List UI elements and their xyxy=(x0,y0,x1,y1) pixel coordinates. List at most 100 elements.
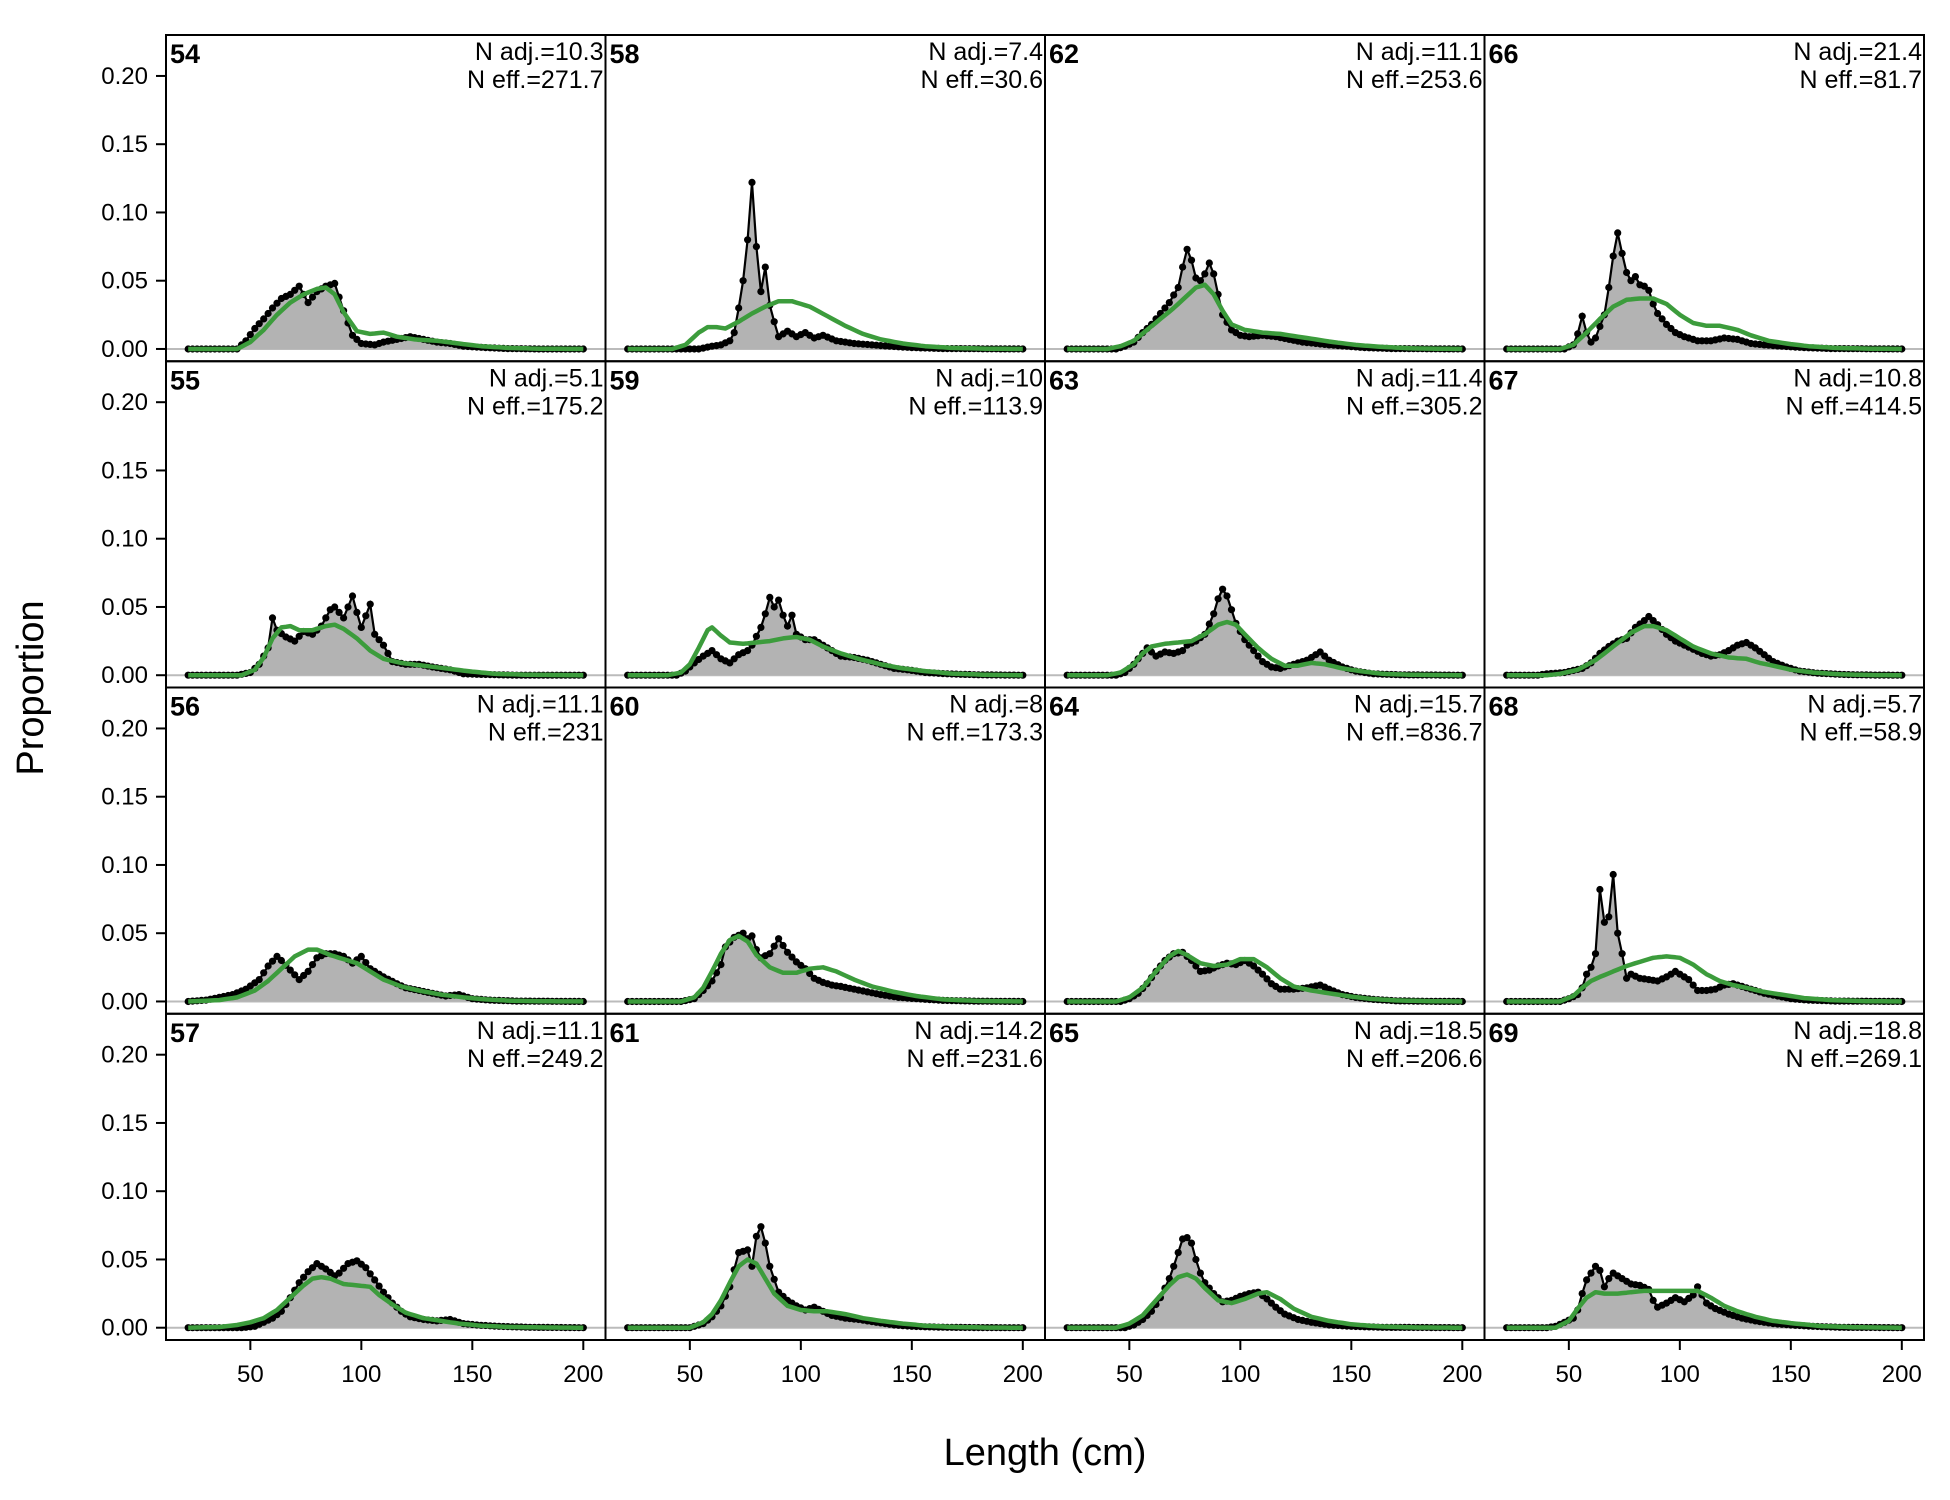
observed-point xyxy=(1609,870,1617,879)
observed-point xyxy=(335,608,343,617)
observed-point xyxy=(277,956,285,965)
observed-point xyxy=(730,329,738,337)
observed-point xyxy=(752,243,761,251)
expected-line xyxy=(1067,619,1463,678)
panel-id-label: 63 xyxy=(1049,365,1079,395)
observed-point xyxy=(362,1264,370,1272)
x-tick-label: 50 xyxy=(1555,1361,1582,1388)
x-tick-label: 50 xyxy=(1116,1361,1143,1388)
observed-point xyxy=(260,969,268,977)
observed-point xyxy=(1183,245,1191,253)
observed-point xyxy=(770,318,778,326)
observed-point xyxy=(1201,270,1209,278)
observed-point xyxy=(806,969,814,978)
observed-point xyxy=(357,623,365,632)
observed-point xyxy=(1649,300,1657,308)
expected-line xyxy=(1506,954,1902,1004)
observed-point xyxy=(340,614,348,622)
observed-point xyxy=(1161,304,1169,312)
observed-point xyxy=(1179,263,1187,271)
n-eff-label: N eff.=173.3 xyxy=(907,719,1043,747)
panel-id-label: 67 xyxy=(1489,365,1519,395)
n-adj-label: N adj.=11.4 xyxy=(1356,364,1483,392)
expected-line xyxy=(627,298,1023,352)
observed-point xyxy=(291,971,299,979)
observed-area xyxy=(627,597,1023,676)
x-tick-label: 200 xyxy=(1882,1361,1922,1388)
observed-point xyxy=(268,957,277,965)
panel-57: 57 N adj.=11.1N eff.=249.2 xyxy=(165,1012,607,1341)
observed-point xyxy=(295,282,303,290)
panel-60: 60 N adj.=8N eff.=173.3 xyxy=(604,686,1046,1015)
observed-point xyxy=(322,614,330,622)
panel-61: 61 N adj.=14.2N eff.=231.6 xyxy=(604,1012,1046,1341)
expected-line xyxy=(627,933,1023,1004)
observed-points xyxy=(624,1223,1027,1332)
expected-line xyxy=(188,947,584,1004)
n-eff-label: N eff.=113.9 xyxy=(908,392,1043,420)
observed-point xyxy=(1258,970,1267,978)
observed-point xyxy=(1658,315,1666,323)
panel-56: 56 N adj.=11.1N eff.=231 xyxy=(165,686,607,1015)
x-tick-label: 100 xyxy=(1220,1361,1260,1388)
y-tick-label: 0.05 xyxy=(101,268,148,295)
observed-point xyxy=(1263,975,1271,983)
observed-point xyxy=(1205,259,1213,267)
observed-point xyxy=(1183,1234,1191,1242)
observed-point xyxy=(1578,1290,1586,1298)
observed-point xyxy=(255,976,263,984)
panel-63: 63 N adj.=11.4N eff.=305.2 xyxy=(1044,360,1486,689)
observed-point xyxy=(1165,299,1173,307)
observed-point xyxy=(766,593,774,602)
observed-point xyxy=(1205,620,1213,628)
observed-point xyxy=(1618,249,1626,257)
n-eff-label: N eff.=175.2 xyxy=(467,392,603,420)
observed-point xyxy=(1614,929,1622,937)
observed-point xyxy=(770,603,778,611)
observed-point xyxy=(1578,312,1586,320)
observed-point xyxy=(331,603,339,611)
observed-area xyxy=(1506,616,1902,676)
observed-point xyxy=(251,324,259,333)
observed-point xyxy=(739,277,747,285)
x-tick-label: 100 xyxy=(781,1361,821,1388)
n-adj-label: N adj.=10.3 xyxy=(475,38,604,66)
observed-point xyxy=(1618,950,1626,958)
y-tick-label: 0.15 xyxy=(101,457,148,484)
observed-point xyxy=(788,953,796,961)
observed-point xyxy=(379,1288,388,1296)
panel-54: 54 N adj.=10.3N eff.=271.7 xyxy=(165,34,607,363)
observed-point xyxy=(1170,1262,1178,1270)
observed-point xyxy=(1574,330,1582,338)
x-tick-label: 150 xyxy=(452,1361,492,1388)
observed-point xyxy=(1187,256,1196,264)
expected-line xyxy=(627,1257,1023,1330)
observed-point xyxy=(783,948,792,956)
observed-point xyxy=(735,304,743,312)
y-tick-label: 0.10 xyxy=(101,852,148,879)
panel-id-label: 55 xyxy=(170,365,200,395)
panel-66: 66 N adj.=21.4N eff.=81.7 xyxy=(1483,34,1925,363)
observed-point xyxy=(246,331,254,339)
expected-line xyxy=(188,1274,584,1330)
y-axis: 0.00 0.05 0.10 0.15 0.20 0.00 0.05 0.10 0.15 0.20… xyxy=(101,63,166,1342)
observed-point xyxy=(362,612,370,620)
x-tick-label: 150 xyxy=(1771,1361,1811,1388)
observed-point xyxy=(1614,229,1622,237)
y-tick-label: 0.00 xyxy=(101,662,148,689)
observed-point xyxy=(1179,647,1187,655)
observed-point xyxy=(748,932,756,940)
observed-point xyxy=(752,632,761,640)
y-tick-label: 0.15 xyxy=(101,1110,148,1137)
y-tick-label: 0.05 xyxy=(101,1246,148,1273)
panel-62: 62 N adj.=11.1N eff.=253.6 xyxy=(1044,34,1486,363)
expected-line xyxy=(1506,623,1902,678)
observed-area xyxy=(627,182,1023,349)
observed-points xyxy=(184,279,587,353)
panel-69: 69 N adj.=18.8N eff.=269.1 xyxy=(1483,1012,1925,1341)
observed-line xyxy=(627,182,1023,351)
observed-points xyxy=(624,178,1027,353)
observed-point xyxy=(1583,970,1591,978)
observed-point xyxy=(1250,647,1258,655)
